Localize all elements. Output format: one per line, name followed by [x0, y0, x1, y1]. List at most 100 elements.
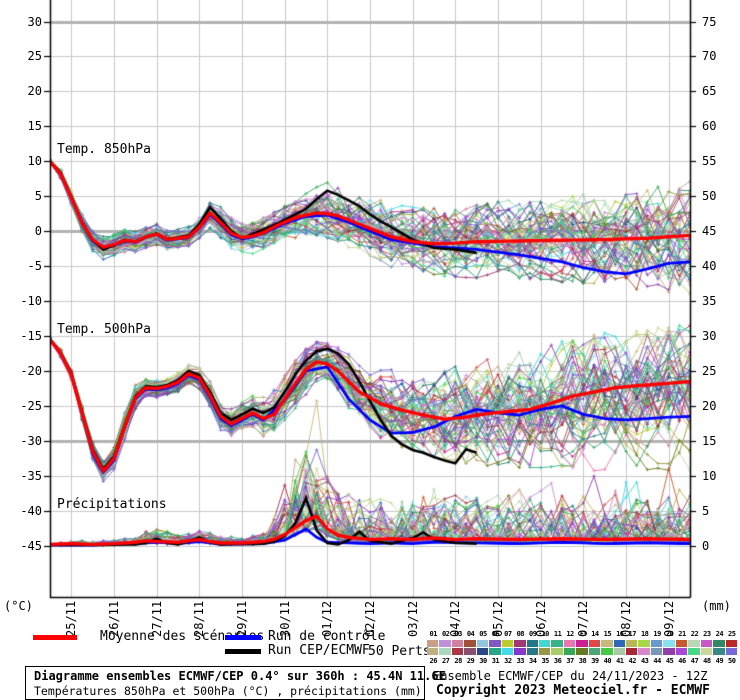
y-axis-left-tick-label: 20 [27, 84, 42, 99]
panel-label-t850: Temp. 850hPa [57, 142, 151, 157]
pert-number-label: 17 [628, 630, 637, 638]
x-axis-date-label: 25/11 [64, 600, 79, 637]
pert-number-label: 31 [491, 657, 500, 665]
pert-color-swatch [601, 640, 613, 647]
y-axis-right-tick-label: 55 [702, 154, 717, 169]
pert-color-swatch [725, 640, 737, 647]
y-axis-right-tick-label: 65 [702, 84, 717, 99]
pert-color-swatch [713, 648, 725, 655]
diagram-title: Diagramme ensembles ECMWF/CEP 0.4° sur 3… [34, 669, 446, 683]
pert-color-swatch [551, 648, 563, 655]
pert-color-swatch [663, 648, 675, 655]
deterministic-line-swatch [225, 649, 261, 654]
pert-color-swatch [576, 640, 588, 647]
pert-color-swatch [501, 648, 514, 655]
pert-number-label: 12 [566, 630, 574, 638]
legend-det-label: Run CEP/ECMWF [268, 643, 370, 658]
pert-color-swatch [713, 640, 725, 647]
panel-label-t500: Temp. 500hPa [57, 322, 151, 337]
pert-color-swatch [464, 648, 476, 655]
y-axis-left-tick-label: -25 [20, 398, 42, 413]
y-axis-left-tick-label: 25 [27, 49, 42, 64]
pert-color-swatch [439, 648, 451, 655]
pert-number-label: 34 [529, 657, 537, 665]
y-axis-left-tick-label: -45 [20, 538, 42, 553]
pert-number-label: 06 [491, 630, 500, 638]
pert-color-swatch [700, 648, 713, 655]
pert-color-swatch [650, 648, 663, 655]
y-axis-left-tick-label: -20 [20, 364, 42, 378]
pert-number-label: 16 [616, 630, 624, 638]
pert-number-label: 21 [678, 630, 686, 638]
pert-color-swatch [476, 640, 489, 647]
pert-color-swatch [501, 640, 514, 647]
pert-color-swatch [613, 640, 626, 647]
legend-mean-label: Moyenne des scénarios [100, 629, 265, 644]
pert-color-swatch [601, 648, 613, 655]
pert-color-swatch [427, 640, 439, 647]
y-axis-left-tick-label: -15 [20, 329, 42, 344]
y-axis-right-tick-label: 70 [702, 49, 717, 64]
pert-number-label: 22 [690, 630, 699, 638]
pert-number-label: 01 [429, 630, 438, 638]
pert-number-label: 46 [678, 657, 686, 665]
ensemble-chart [0, 0, 740, 622]
y-axis-right-tick-label: 50 [702, 189, 717, 204]
y-axis-left-tick-label: 30 [27, 14, 42, 29]
pert-number-label: 40 [603, 657, 612, 665]
pert-number-label: 14 [591, 630, 599, 638]
pert-number-label: 33 [516, 657, 525, 665]
pert-number-label: 36 [553, 657, 562, 665]
y-axis-left-tick-label: -35 [20, 468, 42, 483]
pert-number-label: 26 [429, 657, 438, 665]
y-axis-right-tick-label: 60 [702, 119, 717, 134]
pert-color-swatch [563, 648, 576, 655]
pert-number-label: 44 [653, 657, 661, 665]
pert-number-label: 47 [690, 657, 699, 665]
y-axis-right-tick-label: 15 [702, 433, 717, 448]
pert-color-swatch [489, 640, 501, 647]
pert-number-label: 20 [665, 630, 674, 638]
y-axis-left-tick-label: 10 [27, 154, 42, 169]
pert-color-swatch [514, 640, 526, 647]
copyright-text: Copyright 2023 Meteociel.fr - ECMWF [436, 683, 710, 698]
pert-color-swatch [538, 648, 551, 655]
pert-number-label: 28 [454, 657, 462, 665]
pert-number-label: 49 [715, 657, 724, 665]
pert-color-swatch [514, 648, 526, 655]
pert-color-swatch [563, 640, 576, 647]
pert-color-swatch [725, 648, 737, 655]
mean-line-swatch [33, 635, 77, 640]
legend-control-label: Run de contrôle [268, 629, 386, 644]
pert-number-label: 39 [591, 657, 599, 665]
control-line-swatch [225, 635, 261, 640]
pert-color-swatch [451, 648, 464, 655]
pert-color-swatch [688, 640, 700, 647]
pert-number-label: 37 [566, 657, 574, 665]
y-axis-left-tick-label: -40 [20, 503, 42, 518]
pert-color-swatch [626, 648, 638, 655]
pert-number-label: 27 [441, 657, 450, 665]
pert-color-swatch [439, 640, 451, 647]
pert-number-label: 08 [516, 630, 525, 638]
pert-color-swatch [675, 640, 688, 647]
pert-number-label: 29 [466, 657, 475, 665]
pert-color-swatch [638, 640, 650, 647]
pert-color-swatch [451, 640, 464, 647]
pert-color-swatch [576, 648, 588, 655]
y-axis-left-tick-label: 15 [27, 119, 42, 134]
y-axis-right-tick-label: 0 [702, 538, 710, 553]
pert-number-label: 41 [616, 657, 624, 665]
legend-perts-count-label: 50 Perts. [368, 644, 439, 659]
pert-number-label: 42 [628, 657, 637, 665]
pert-color-swatch [700, 640, 713, 647]
pert-number-label: 13 [578, 630, 587, 638]
pert-color-swatch [476, 648, 489, 655]
pert-color-swatch [588, 648, 601, 655]
pert-number-label: 10 [541, 630, 549, 638]
pert-number-label: 38 [578, 657, 587, 665]
run-info-text: Ensemble ECMWF/CEP du 24/11/2023 - 12Z [433, 669, 708, 683]
pert-number-label: 15 [603, 630, 612, 638]
pert-number-label: 19 [653, 630, 661, 638]
